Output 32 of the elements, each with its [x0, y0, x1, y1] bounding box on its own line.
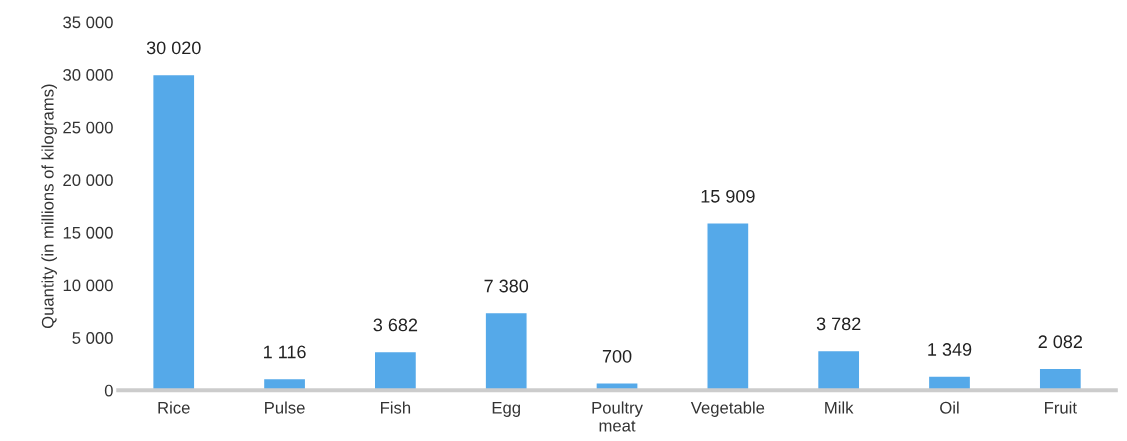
- bar: [484, 311, 528, 391]
- data-label: 700: [602, 349, 632, 363]
- bar: [373, 350, 418, 391]
- y-tick-label: 20 000: [63, 174, 113, 187]
- data-label: 15 909: [701, 189, 755, 203]
- x-tick-label: Milk: [825, 401, 854, 414]
- y-tick-label: 30 000: [63, 69, 113, 81]
- x-tick-label: Fish: [381, 401, 411, 414]
- data-label: 2 082: [1038, 335, 1083, 349]
- y-tick-label: 0: [104, 384, 113, 397]
- data-label: 1 116: [264, 345, 306, 359]
- x-tick-label: Fruit: [1045, 401, 1077, 414]
- y-tick-label: 15 000: [63, 226, 113, 239]
- bar: [151, 73, 196, 391]
- bar: [816, 349, 861, 391]
- data-label: 7 380: [484, 279, 529, 293]
- data-label: 30 020: [146, 41, 201, 55]
- y-tick-label: 35 000: [63, 16, 113, 29]
- y-tick-label: 10 000: [63, 279, 113, 292]
- data-label: 3 682: [373, 318, 418, 332]
- x-tick-label: Egg: [492, 402, 520, 417]
- x-tick-label: Oil: [940, 401, 959, 414]
- data-label: 1 349: [928, 343, 972, 356]
- x-tick-label: Poultry meat: [592, 401, 643, 432]
- y-tick-label: 5 000: [72, 332, 113, 344]
- x-tick-label: Rice: [158, 401, 190, 414]
- x-tick-label: Pulse: [265, 401, 305, 414]
- x-tick-label: Vegetable: [690, 401, 765, 417]
- bar: [706, 222, 750, 391]
- data-label: 3 782: [816, 317, 861, 331]
- y-axis-title: Quantity (in millions of kilograms): [41, 84, 57, 329]
- y-tick-label: 25 000: [63, 121, 113, 134]
